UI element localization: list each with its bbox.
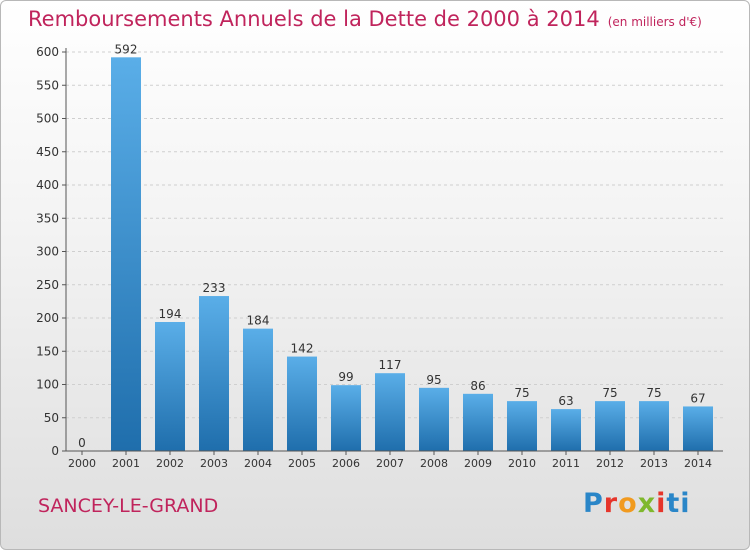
x-tick-label: 2009 — [464, 457, 492, 470]
x-tick-label: 2002 — [156, 457, 184, 470]
logo-letter: ti — [666, 488, 691, 519]
y-tick-label: 450 — [36, 145, 59, 159]
bar — [111, 57, 141, 451]
data-label: 194 — [159, 307, 182, 321]
x-tick-label: 2014 — [684, 457, 712, 470]
bar — [507, 401, 537, 451]
y-tick-label: 150 — [36, 344, 59, 358]
y-tick-label: 50 — [44, 411, 59, 425]
data-label: 142 — [291, 342, 314, 356]
commune-name: SANCEY-LE-GRAND — [38, 495, 219, 517]
data-label: 233 — [203, 281, 226, 295]
bar — [551, 409, 581, 451]
x-tick-label: 2004 — [244, 457, 272, 470]
y-tick-label: 600 — [36, 45, 59, 59]
data-label: 0 — [78, 436, 86, 450]
x-tick-label: 2011 — [552, 457, 580, 470]
data-labels: 0 592 194 233 184 142 99 117 95 86 75 63 75 75 67 — [78, 42, 705, 450]
logo-letter: i — [656, 488, 667, 519]
bar — [199, 296, 229, 451]
x-tick-label: 2006 — [332, 457, 360, 470]
data-label: 184 — [247, 314, 270, 328]
y-axis-ticks: 0 50 100 150 200 250 300 350 400 450 500 550 600 — [36, 45, 66, 458]
data-label: 67 — [690, 391, 705, 405]
data-label: 75 — [602, 386, 617, 400]
bar — [639, 401, 669, 451]
bar — [463, 393, 493, 451]
y-tick-label: 0 — [51, 444, 59, 458]
chart-title-text: Remboursements Annuels de la Dette de 20… — [28, 7, 600, 31]
bar — [287, 356, 317, 451]
y-tick-label: 250 — [36, 278, 59, 292]
data-label: 117 — [379, 358, 402, 372]
chart-title: Remboursements Annuels de la Dette de 20… — [28, 7, 702, 31]
y-tick-label: 100 — [36, 378, 59, 392]
data-label: 592 — [115, 42, 138, 56]
x-tick-label: 2001 — [112, 457, 140, 470]
x-tick-label: 2000 — [68, 457, 96, 470]
data-label: 86 — [470, 379, 485, 393]
y-tick-label: 550 — [36, 78, 59, 92]
bar — [419, 387, 449, 451]
bar — [595, 401, 625, 451]
x-tick-label: 2010 — [508, 457, 536, 470]
x-tick-label: 2008 — [420, 457, 448, 470]
x-tick-label: 2012 — [596, 457, 624, 470]
chart-unit-label: (en milliers d'€) — [607, 15, 702, 29]
data-label: 99 — [338, 370, 353, 384]
bars — [111, 57, 713, 451]
y-tick-label: 350 — [36, 211, 59, 225]
y-tick-label: 500 — [36, 112, 59, 126]
bar — [683, 406, 713, 451]
logo-letter: x — [637, 488, 657, 519]
y-tick-label: 300 — [36, 245, 59, 259]
x-tick-label: 2003 — [200, 457, 228, 470]
x-axis-ticks: 2000 2001 2002 2003 2004 2005 2006 2007 2008 2009… — [68, 451, 712, 470]
y-tick-label: 400 — [36, 178, 59, 192]
x-tick-label: 2007 — [376, 457, 404, 470]
bar — [155, 321, 185, 451]
bar — [243, 328, 273, 451]
axes — [65, 48, 723, 452]
data-label: 95 — [426, 373, 441, 387]
x-tick-label: 2013 — [640, 457, 668, 470]
bar — [375, 373, 405, 451]
logo-letter: r — [603, 488, 619, 519]
x-tick-label: 2005 — [288, 457, 316, 470]
data-label: 75 — [646, 386, 661, 400]
logo-letter: o — [618, 488, 638, 519]
y-tick-label: 200 — [36, 311, 59, 325]
proxiti-logo: Proxiti — [583, 488, 691, 519]
data-label: 75 — [514, 386, 529, 400]
bar — [331, 385, 361, 451]
data-label: 63 — [558, 394, 573, 408]
logo-letter: P — [583, 488, 604, 519]
